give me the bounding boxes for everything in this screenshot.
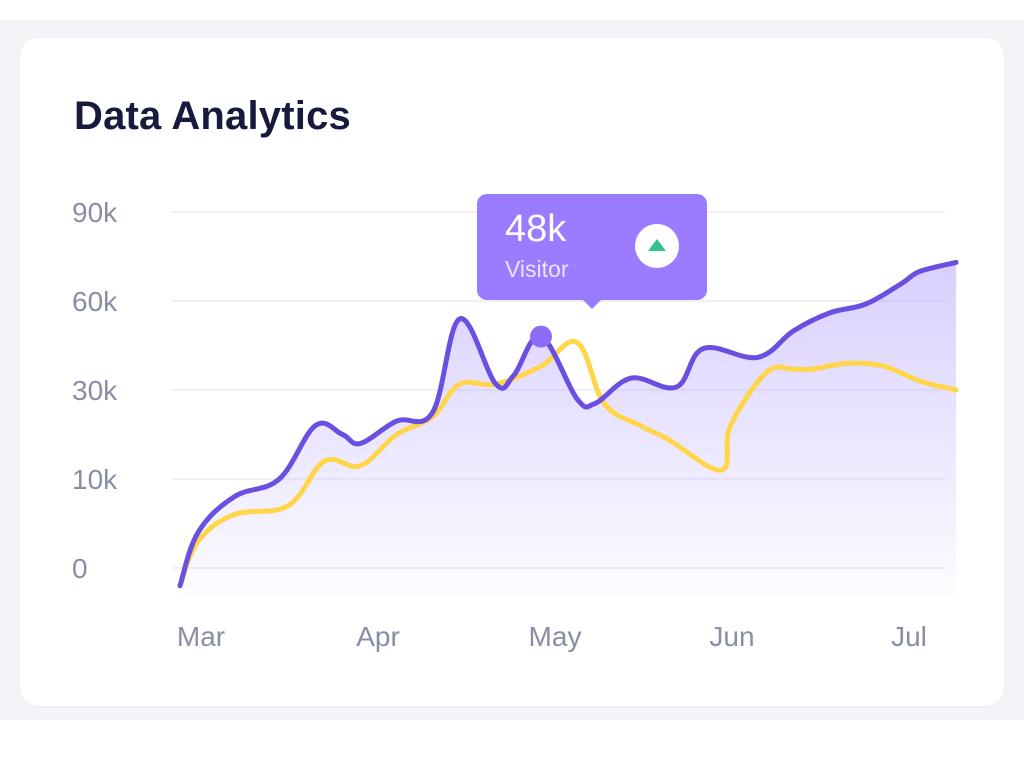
series-area-visitor xyxy=(180,262,957,595)
up-arrow-icon xyxy=(635,224,679,268)
x-tick-label: Jun xyxy=(709,621,754,652)
tooltip-value: 48k xyxy=(505,208,567,250)
y-tick-label: 0 xyxy=(72,553,88,584)
tooltip-label: Visitor xyxy=(505,256,569,282)
x-tick-label: Jul xyxy=(891,621,927,652)
x-tick-label: May xyxy=(529,621,582,652)
y-tick-label: 60k xyxy=(72,286,118,317)
x-tick-label: Mar xyxy=(177,621,225,652)
y-tick-label: 10k xyxy=(72,464,118,495)
highlight-point[interactable] xyxy=(530,325,552,348)
visitor-tooltip: 48k Visitor xyxy=(477,194,707,309)
card-title: Data Analytics xyxy=(74,94,351,138)
x-tick-label: Apr xyxy=(356,621,400,652)
y-tick-label: 30k xyxy=(72,375,118,406)
series-line-secondary xyxy=(177,338,959,589)
y-tick-label: 90k xyxy=(72,197,118,228)
